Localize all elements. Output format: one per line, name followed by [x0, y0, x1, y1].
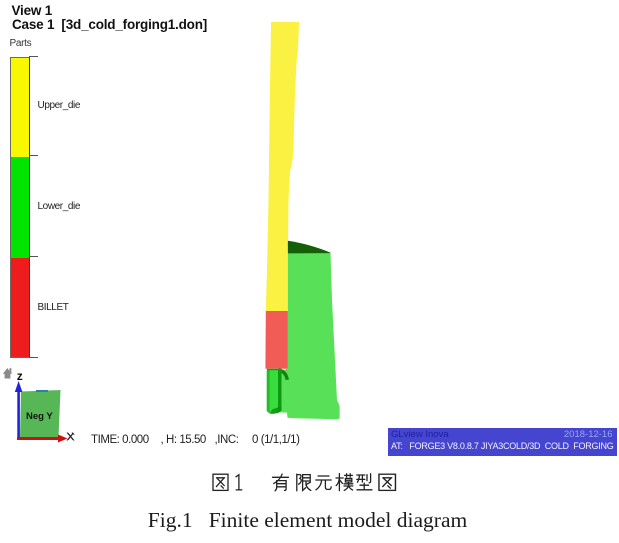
svg-text:Neg Y: Neg Y: [26, 411, 53, 422]
svg-text:z: z: [17, 369, 23, 383]
